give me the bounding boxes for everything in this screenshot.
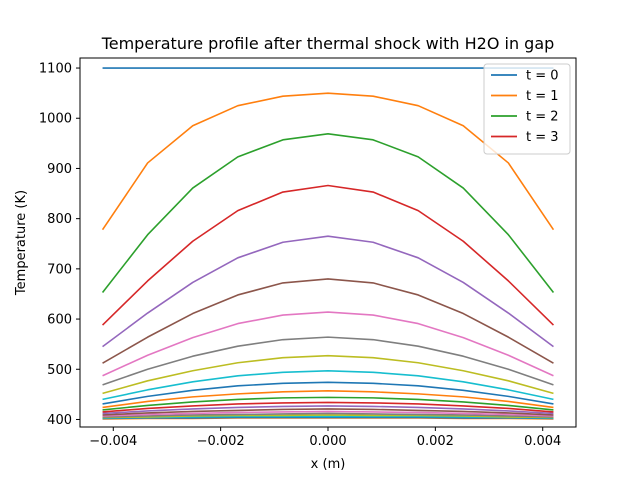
series-line-2 xyxy=(101,133,555,293)
x-axis-label: x (m) xyxy=(311,457,346,472)
x-tick-label: −0.004 xyxy=(89,434,137,449)
series-layer xyxy=(101,67,555,420)
series-line-1 xyxy=(101,92,555,231)
x-tick-label: −0.002 xyxy=(197,434,245,449)
series-line-3 xyxy=(101,184,555,326)
series-line-10 xyxy=(102,381,554,405)
series-line-12 xyxy=(102,396,554,411)
y-tick-label: 800 xyxy=(47,212,72,227)
chart-title: Temperature profile after thermal shock … xyxy=(101,34,555,53)
y-tick-label: 900 xyxy=(47,162,72,177)
series-line-19 xyxy=(102,415,554,419)
series-line-8 xyxy=(102,354,554,395)
series-line-16 xyxy=(102,410,554,417)
series-line-14 xyxy=(102,405,554,415)
y-tick-label: 1000 xyxy=(39,112,72,127)
legend-label: t = 1 xyxy=(526,89,559,104)
series-line-4 xyxy=(102,235,554,348)
series-line-5 xyxy=(102,278,554,364)
y-axis-ticks: 400 500 600 700 800 900 1000 1100 xyxy=(39,62,80,428)
series-line-7 xyxy=(102,336,554,386)
plot-frame xyxy=(79,57,577,428)
x-tick-label: 0.002 xyxy=(417,434,454,449)
y-tick-label: 400 xyxy=(47,413,72,428)
legend-label: t = 0 xyxy=(526,69,559,84)
y-tick-label: 700 xyxy=(47,262,72,277)
y-tick-label: 1100 xyxy=(39,62,72,77)
series-line-9 xyxy=(102,369,554,401)
legend-box xyxy=(483,63,571,155)
series-line-13 xyxy=(102,401,554,413)
y-axis-label: Temperature (K) xyxy=(14,190,29,296)
series-line-18 xyxy=(102,414,554,419)
legend-label: t = 3 xyxy=(526,130,559,145)
series-line-11 xyxy=(102,390,554,409)
x-tick-label: 0.004 xyxy=(524,434,561,449)
series-line-15 xyxy=(102,408,554,416)
x-axis-ticks: −0.004 −0.002 0.000 0.002 0.004 xyxy=(89,427,561,449)
series-line-17 xyxy=(102,412,554,418)
y-tick-label: 600 xyxy=(47,313,72,328)
series-line-6 xyxy=(102,311,554,377)
x-tick-label: 0.000 xyxy=(309,434,346,449)
series-line-20 xyxy=(102,416,554,420)
y-tick-label: 500 xyxy=(47,363,72,378)
legend: t = 0 t = 1 t = 2 t = 3 xyxy=(483,63,571,155)
legend-label: t = 2 xyxy=(526,110,559,125)
